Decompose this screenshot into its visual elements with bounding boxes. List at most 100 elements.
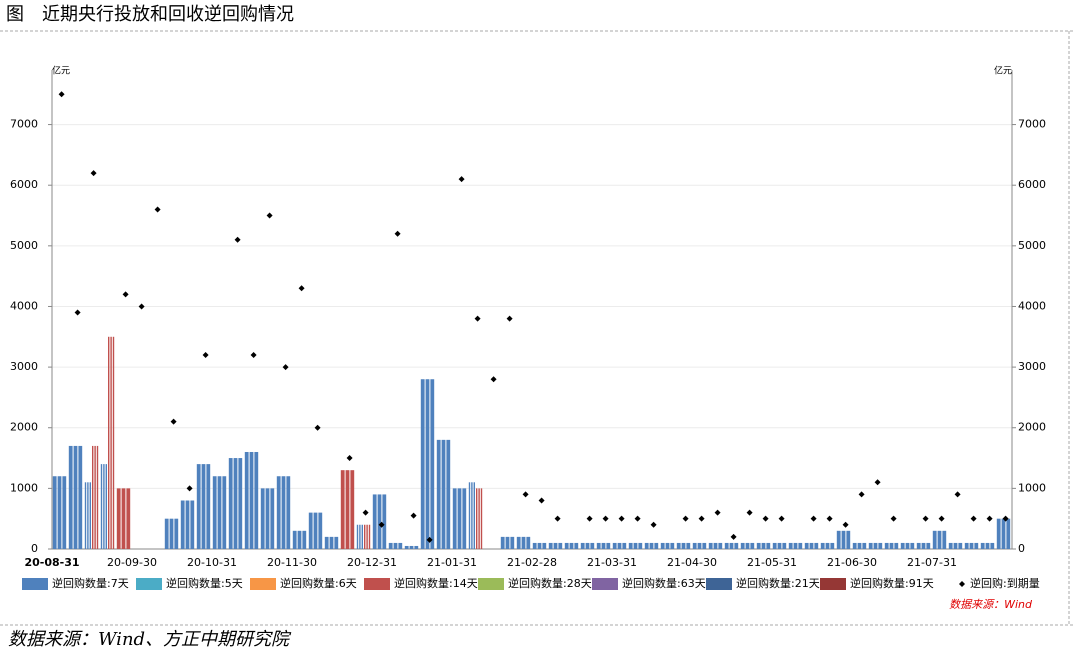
bar xyxy=(926,542,931,549)
bar xyxy=(425,379,430,549)
bar xyxy=(185,500,190,549)
bar xyxy=(964,542,969,549)
point xyxy=(858,491,865,498)
bar xyxy=(660,542,665,549)
bar xyxy=(452,488,457,549)
bar xyxy=(116,488,121,549)
bar xyxy=(590,542,595,549)
bar xyxy=(430,379,435,549)
footer: 数据来源：Wind、方正中期研究院 xyxy=(8,629,292,650)
point xyxy=(410,512,417,519)
legend-label: 逆回购:到期量 xyxy=(970,576,1040,590)
bar xyxy=(516,536,521,549)
bar xyxy=(404,545,409,549)
bar xyxy=(958,542,963,549)
point xyxy=(682,515,689,522)
bar xyxy=(350,470,355,549)
bar xyxy=(969,542,974,549)
point xyxy=(714,509,721,516)
x-tick-label: 20-09-30 xyxy=(107,556,157,569)
bar xyxy=(937,530,942,549)
point xyxy=(874,479,881,486)
bar xyxy=(612,542,617,549)
legend-swatch xyxy=(136,578,162,590)
bar xyxy=(857,542,862,549)
point xyxy=(426,536,433,543)
point xyxy=(634,515,641,522)
bar xyxy=(814,542,819,549)
bar xyxy=(361,524,363,549)
y2-tick-label: 7000 xyxy=(1018,118,1046,131)
bar xyxy=(368,524,371,549)
bar xyxy=(238,458,243,549)
bar xyxy=(473,482,475,549)
x-tick-label: 20-11-30 xyxy=(267,556,317,569)
bar xyxy=(372,494,377,549)
point xyxy=(522,491,529,498)
bar xyxy=(772,542,777,549)
point xyxy=(890,515,897,522)
point xyxy=(538,497,545,504)
x-tick-label: 21-01-31 xyxy=(427,556,477,569)
bar xyxy=(446,439,451,549)
bar xyxy=(505,536,510,549)
x-tick-label: 21-05-31 xyxy=(747,556,797,569)
bar xyxy=(980,542,985,549)
bar xyxy=(62,476,67,549)
bar xyxy=(868,542,873,549)
bar xyxy=(910,542,915,549)
legend-label: 逆回购数量:28天 xyxy=(508,576,592,590)
bar xyxy=(217,476,222,549)
bar xyxy=(900,542,905,549)
bar xyxy=(108,336,110,549)
bar xyxy=(852,542,857,549)
bar xyxy=(537,542,542,549)
point xyxy=(378,521,385,528)
bar xyxy=(265,488,270,549)
bar xyxy=(974,542,979,549)
bar xyxy=(766,542,771,549)
bar xyxy=(617,542,622,549)
bar xyxy=(414,545,419,549)
bar xyxy=(644,542,649,549)
bar xyxy=(724,542,729,549)
point xyxy=(490,376,497,383)
bar xyxy=(761,542,766,549)
point xyxy=(122,291,129,298)
bar xyxy=(1006,518,1011,549)
bar xyxy=(297,530,302,549)
bar xyxy=(308,512,313,549)
bar xyxy=(878,542,883,549)
point xyxy=(778,515,785,522)
bar xyxy=(260,488,265,549)
point xyxy=(74,309,81,316)
bar xyxy=(366,524,368,549)
point xyxy=(234,236,241,243)
bar xyxy=(601,542,606,549)
bar xyxy=(542,542,547,549)
point xyxy=(586,515,593,522)
bar xyxy=(206,464,211,549)
bar xyxy=(569,542,574,549)
bar xyxy=(180,500,185,549)
legend-label: 逆回购数量:14天 xyxy=(394,576,478,590)
bar xyxy=(436,439,441,549)
point xyxy=(138,303,145,310)
bar xyxy=(921,542,926,549)
bar xyxy=(84,482,87,549)
x-tick-label: 21-07-31 xyxy=(907,556,957,569)
x-tick-label: 21-02-28 xyxy=(507,556,557,569)
bar xyxy=(622,542,627,549)
bar xyxy=(670,542,675,549)
y-tick-label: 3000 xyxy=(10,360,38,373)
x-tick-label: 21-03-31 xyxy=(587,556,637,569)
legend-label: 逆回购数量:6天 xyxy=(280,576,357,590)
legend-label: 逆回购数量:5天 xyxy=(166,576,243,590)
bar xyxy=(244,451,249,549)
bar xyxy=(382,494,387,549)
point xyxy=(186,485,193,492)
bar xyxy=(948,542,953,549)
point xyxy=(394,230,401,237)
bar xyxy=(734,542,739,549)
bar xyxy=(548,542,553,549)
